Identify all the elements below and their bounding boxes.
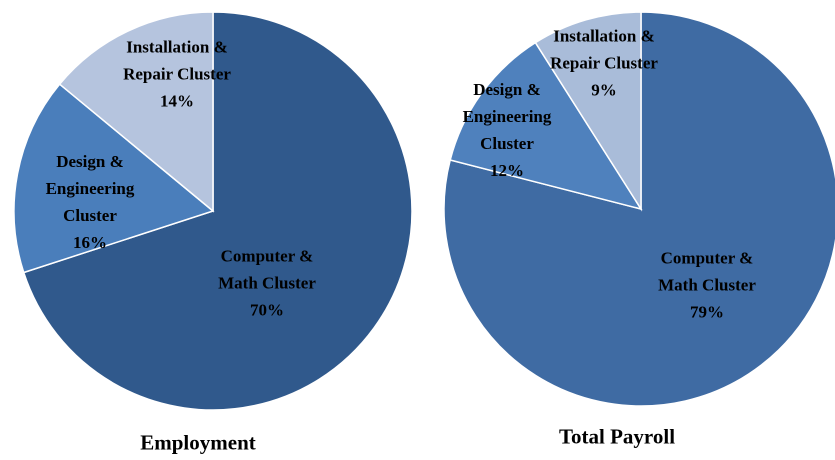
- slice-label: Computer & Math Cluster 70%: [202, 243, 332, 324]
- category-label: Installation & Repair Cluster: [123, 37, 231, 84]
- slice-label: Installation & Repair Cluster 9%: [529, 23, 679, 104]
- category-label: Computer & Math Cluster: [218, 246, 316, 293]
- value-label: 9%: [591, 80, 617, 100]
- pie-slice: [22, 11, 413, 411]
- pie-slice: [13, 83, 215, 274]
- category-label: Installation & Repair Cluster: [550, 26, 658, 73]
- chart-title: Total Payroll: [558, 424, 676, 449]
- category-label: Design & Engineering Cluster: [462, 80, 552, 153]
- pie-slice: [58, 11, 214, 213]
- chart-title: Employment: [140, 430, 256, 455]
- value-label: 79%: [690, 302, 724, 322]
- slice-label: Installation & Repair Cluster 14%: [102, 34, 252, 115]
- slice-label: Design & Engineering Cluster 12%: [447, 76, 567, 184]
- category-label: Design & Engineering Cluster: [45, 152, 135, 225]
- slice-label: Computer & Math Cluster 79%: [642, 245, 772, 326]
- value-label: 12%: [490, 161, 524, 180]
- category-label: Computer & Math Cluster: [658, 248, 756, 295]
- pie-slice: [534, 11, 642, 212]
- slice-label: Design & Engineering Cluster 16%: [30, 148, 150, 256]
- value-label: 16%: [73, 233, 107, 252]
- value-label: 70%: [250, 300, 284, 320]
- pie-slice: [449, 41, 643, 211]
- value-label: 14%: [160, 91, 194, 111]
